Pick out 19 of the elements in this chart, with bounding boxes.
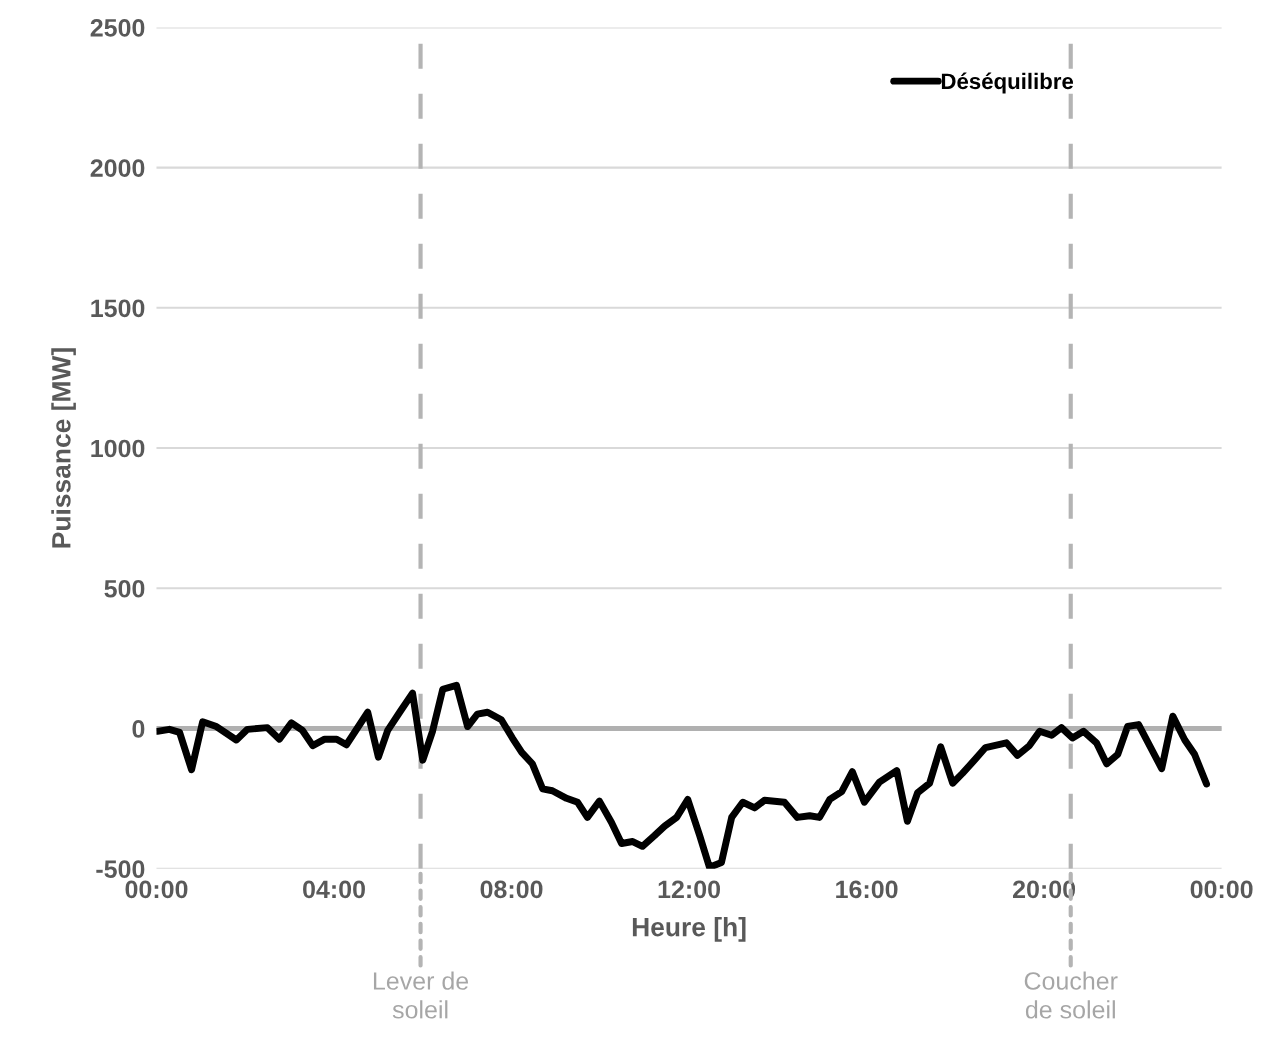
x-tick-label: 20:00: [1013, 880, 1076, 899]
x-axis-title: Heure [h]: [632, 917, 746, 942]
ref-line-label: Coucher de soleil: [1024, 971, 1118, 1019]
x-tick-label: 04:00: [303, 880, 365, 899]
y-tick-label: 2500: [90, 18, 145, 37]
y-axis-title: Puissance [MW]: [51, 348, 76, 548]
legend-label: Déséquilibre: [941, 72, 1074, 94]
x-tick-label: 00:00: [1190, 880, 1253, 899]
x-tick-label: 12:00: [658, 880, 720, 899]
y-tick-label: 2000: [90, 159, 145, 177]
y-tick-label: -500: [96, 860, 145, 879]
x-tick-label: 16:00: [836, 880, 898, 899]
y-tick-label: 0: [132, 720, 145, 738]
y-tick-label: 500: [104, 579, 145, 598]
x-tick-label: 00:00: [125, 880, 188, 899]
ref-line-label: Lever de soleil: [373, 971, 469, 1019]
y-tick-label: 1500: [91, 299, 145, 318]
y-tick-label: 1000: [91, 439, 145, 458]
x-tick-label: 08:00: [480, 880, 543, 899]
